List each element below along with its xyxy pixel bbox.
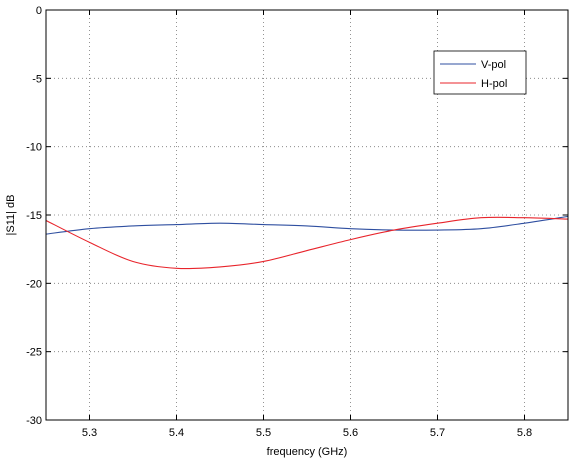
legend: V-pol H-pol <box>433 50 527 95</box>
x-tick-label: 5.8 <box>517 427 532 439</box>
y-tick-label: -25 <box>26 347 42 359</box>
x-tick-labels: 5.3 5.4 5.5 5.6 5.7 5.8 <box>82 427 532 439</box>
y-tick-labels: 0 -5 -10 -15 -20 -25 -30 <box>26 5 42 427</box>
x-tick-label: 5.4 <box>169 427 184 439</box>
series-line-v-pol <box>45 215 569 235</box>
x-axis-label: frequency (GHz) <box>267 446 348 458</box>
x-tick-label: 5.7 <box>430 427 445 439</box>
axis-ticks <box>46 9 568 421</box>
x-tick-label: 5.3 <box>82 427 97 439</box>
series-line-h-pol <box>45 216 569 270</box>
series-lines <box>45 215 569 270</box>
y-axis-label: |S11| dB <box>5 195 17 236</box>
legend-label-v-pol: V-pol <box>481 59 506 71</box>
legend-box <box>433 50 527 95</box>
y-tick-label: -15 <box>26 210 42 222</box>
x-tick-label: 5.6 <box>343 427 358 439</box>
y-tick-label: -20 <box>26 278 42 290</box>
y-tick-label: 0 <box>36 5 42 17</box>
y-tick-label: -30 <box>26 415 42 427</box>
y-tick-label: -5 <box>32 73 42 85</box>
legend-label-h-pol: H-pol <box>481 78 507 90</box>
x-tick-label: 5.5 <box>256 427 271 439</box>
y-tick-label: -10 <box>26 142 42 154</box>
